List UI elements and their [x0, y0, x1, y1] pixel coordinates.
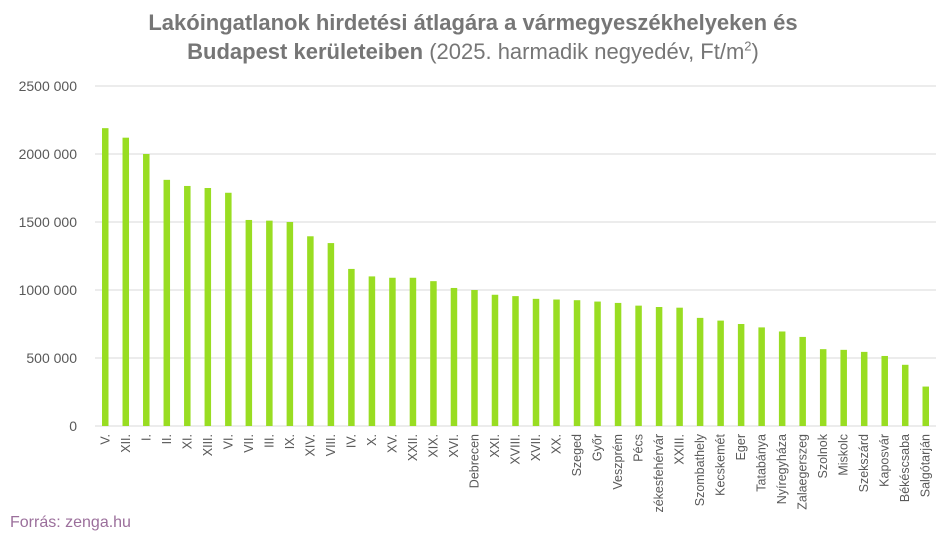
x-axis-tick-labels: V. XII. I. II. XI. XIII. VI. VII. III. IX. XIV. VII… — [98, 433, 932, 512]
bar — [922, 386, 929, 426]
bar — [778, 331, 786, 426]
bar — [696, 317, 704, 426]
x-tick-label: XIV. — [303, 434, 317, 456]
bar — [266, 220, 273, 426]
bar — [471, 290, 478, 426]
bar — [307, 236, 314, 426]
x-tick-label: XX. — [550, 434, 564, 454]
x-tick-label: Békéscsaba — [898, 434, 912, 502]
x-tick-label: XII. — [119, 434, 133, 453]
title-unit-superscript: 2 — [744, 38, 752, 54]
bar — [327, 243, 335, 426]
x-tick-label: VI. — [221, 434, 235, 449]
x-tick-label: XIX. — [426, 434, 440, 458]
x-tick-label: XV. — [385, 434, 399, 453]
bar — [163, 179, 171, 426]
y-tick-label: 0 — [69, 418, 77, 434]
bar — [204, 188, 212, 426]
bar — [901, 364, 909, 426]
chart-title: Lakóingatlanok hirdetési átlagára a várm… — [0, 8, 946, 66]
x-tick-label: III. — [262, 434, 276, 448]
x-tick-label: Győr — [591, 434, 605, 461]
bar — [635, 305, 642, 426]
bar — [532, 298, 540, 426]
y-tick-label: 1000 000 — [19, 282, 78, 298]
x-tick-label: V. — [98, 434, 112, 445]
x-tick-label: XXII. — [406, 434, 420, 461]
bar — [758, 327, 765, 426]
x-tick-label: Kecskemét — [714, 433, 728, 495]
bar — [881, 355, 888, 426]
y-axis-tick-labels: 0 500 000 1000 000 1500 000 2000 000 2500 000 — [19, 78, 78, 434]
x-tick-label: XXI. — [488, 434, 502, 458]
x-tick-label: II. — [160, 434, 174, 444]
bar — [450, 287, 458, 426]
x-tick-label: Tatabánya — [755, 434, 769, 492]
bar — [102, 128, 109, 426]
bar — [737, 324, 745, 426]
bar — [860, 351, 868, 426]
bar — [286, 222, 294, 426]
x-tick-label: Miskolc — [837, 434, 851, 476]
y-tick-label: 2000 000 — [19, 146, 78, 162]
source-note: Forrás: zenga.hu — [10, 514, 131, 531]
y-tick-label: 500 000 — [26, 350, 77, 366]
x-tick-label: X. — [365, 434, 379, 446]
x-tick-label: IV. — [344, 434, 358, 448]
bar — [655, 307, 663, 426]
bar — [245, 219, 253, 426]
x-tick-label: Salgótarján — [919, 434, 933, 497]
x-tick-label: IX. — [283, 434, 297, 449]
bar — [491, 294, 499, 426]
x-tick-label: XIII. — [201, 434, 215, 456]
x-tick-label: Veszprém — [611, 434, 625, 490]
x-tick-label: XVIII. — [509, 434, 523, 465]
bar — [614, 302, 622, 426]
title-subtitle: (2025. harmadik negyedév, Ft/m — [429, 39, 745, 64]
bar — [225, 192, 232, 426]
x-tick-label: Zalaegerszeg — [796, 434, 810, 510]
bar — [553, 299, 560, 426]
bar — [430, 281, 437, 426]
bar — [512, 296, 519, 426]
x-tick-label: Eger — [734, 434, 748, 460]
bar — [573, 300, 581, 426]
x-tick-label: VIII. — [324, 434, 338, 456]
bars — [102, 128, 929, 426]
bar — [840, 349, 847, 426]
x-tick-label: Kaposvár — [878, 434, 892, 487]
x-tick-label: Szekszárd — [857, 434, 871, 492]
x-tick-label: XVI. — [447, 434, 461, 458]
bar — [799, 336, 806, 426]
bar — [409, 277, 417, 426]
y-tick-label: 2500 000 — [19, 78, 78, 94]
x-tick-label: Szolnok — [816, 433, 830, 478]
x-tick-label: I. — [139, 434, 153, 441]
y-tick-label: 1500 000 — [19, 214, 78, 230]
bar — [348, 268, 355, 426]
bar — [819, 349, 827, 426]
x-tick-label: XVII. — [529, 434, 543, 461]
bar — [594, 301, 601, 426]
title-line1: Lakóingatlanok hirdetési átlagára a várm… — [148, 10, 798, 35]
x-tick-label: Pécs — [632, 434, 646, 462]
x-tick-label: VII. — [242, 434, 256, 453]
x-tick-label: Debrecen — [467, 434, 481, 488]
x-tick-label: Szombathely — [693, 433, 707, 506]
x-tick-label: Szeged — [570, 434, 584, 476]
bar — [676, 307, 683, 426]
bar — [122, 137, 130, 426]
bar — [184, 185, 191, 426]
bar — [717, 320, 724, 426]
bar-chart: 0 500 000 1000 000 1500 000 2000 000 2500 000… — [19, 78, 936, 512]
x-tick-label: Nyíregyháza — [775, 434, 789, 504]
x-tick-label: XI. — [180, 434, 194, 449]
x-tick-label: Székesfehérvár — [652, 434, 666, 512]
bar — [368, 276, 376, 426]
title-line2: Budapest kerületeiben — [187, 39, 424, 64]
x-tick-label: XXIII. — [673, 434, 687, 465]
bar — [143, 154, 150, 426]
bar — [389, 277, 396, 426]
title-close-paren: ) — [751, 39, 759, 64]
